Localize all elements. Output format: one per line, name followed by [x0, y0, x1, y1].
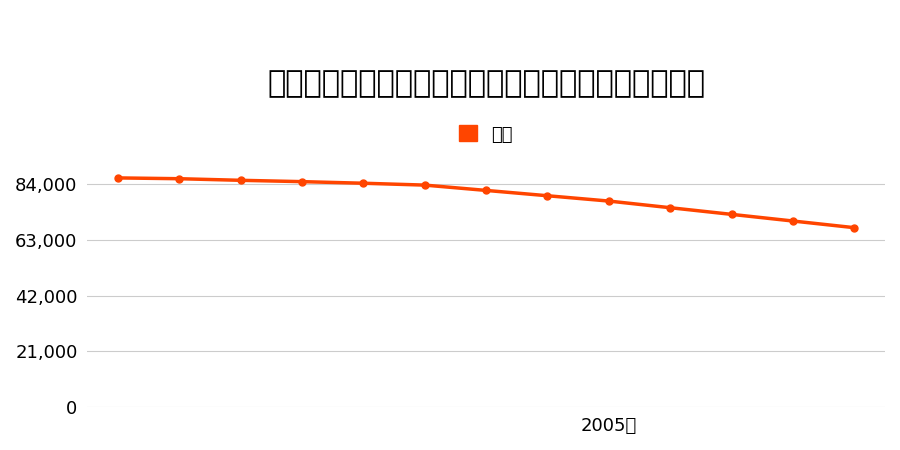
Title: 愛知県豊川市大字下佐脇字宮本６７番１外の地価推移: 愛知県豊川市大字下佐脇字宮本６７番１外の地価推移 [267, 69, 705, 98]
Legend: 価格: 価格 [452, 118, 520, 151]
